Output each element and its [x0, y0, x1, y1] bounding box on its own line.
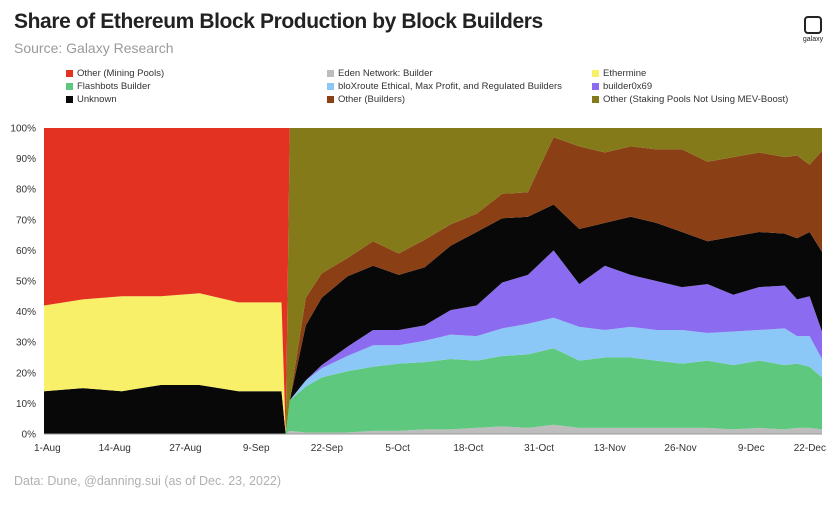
legend-swatch: [327, 70, 334, 77]
y-tick-label: 20%: [16, 368, 36, 379]
legend-item: Other (Builders): [327, 94, 405, 105]
legend-label: Other (Builders): [338, 94, 406, 105]
y-tick-label: 30%: [16, 338, 36, 349]
chart-subtitle: Source: Galaxy Research: [14, 40, 174, 56]
y-tick-label: 50%: [16, 277, 36, 288]
chart-title: Share of Ethereum Block Production by Bl…: [14, 10, 543, 33]
y-tick-label: 90%: [16, 154, 36, 165]
legend-swatch: [66, 96, 73, 103]
legend-swatch: [592, 96, 599, 103]
legend-label: Other (Staking Pools Not Using MEV-Boost…: [603, 94, 789, 105]
area-series-flashbots-builder: [44, 348, 822, 434]
area-series-bloxroute-ethical-max-profit-and-regulated-builders: [44, 317, 822, 434]
legend-item: Flashbots Builder: [66, 81, 150, 92]
legend-label: Ethermine: [603, 68, 647, 79]
x-tick-label: 9-Sep: [243, 443, 270, 454]
x-tick-label: 5-Oct: [385, 443, 410, 454]
legend-item: Ethermine: [592, 68, 646, 79]
y-tick-label: 100%: [10, 124, 36, 135]
y-tick-label: 60%: [16, 246, 36, 257]
area-series-builder0x69: [44, 250, 822, 434]
x-tick-label: 1-Aug: [34, 443, 61, 454]
y-tick-label: 10%: [16, 399, 36, 410]
legend-item: bloXroute Ethical, Max Profit, and Regul…: [327, 81, 562, 92]
legend-swatch: [327, 96, 334, 103]
legend-label: Flashbots Builder: [77, 81, 151, 92]
x-tick-label: 31-Oct: [524, 443, 554, 454]
y-tick-label: 70%: [16, 215, 36, 226]
legend-item: Unknown: [66, 94, 117, 105]
y-tick-label: 0%: [22, 430, 37, 441]
legend-item: Other (Staking Pools Not Using MEV-Boost…: [592, 94, 788, 105]
x-tick-label: 22-Dec: [794, 443, 826, 454]
y-tick-label: 80%: [16, 185, 36, 196]
legend-label: builder0x69: [603, 81, 653, 92]
x-tick-label: 26-Nov: [664, 443, 696, 454]
legend-swatch: [66, 70, 73, 77]
area-series-ethermine: [44, 128, 822, 434]
legend-swatch: [592, 83, 599, 90]
legend-item: Other (Mining Pools): [66, 68, 164, 79]
x-tick-label: 22-Sep: [311, 443, 344, 454]
x-tick-label: 13-Nov: [594, 443, 626, 454]
galaxy-logo-text: galaxy: [802, 36, 824, 43]
galaxy-logo-icon: [804, 16, 822, 34]
x-tick-label: 9-Dec: [738, 443, 765, 454]
x-tick-label: 14-Aug: [99, 443, 131, 454]
y-tick-label: 40%: [16, 307, 36, 318]
galaxy-logo: galaxy: [796, 16, 830, 43]
chart-legend: Other (Mining Pools) Eden Network: Builde…: [0, 68, 835, 108]
area-series-other-staking-pools-not-using-mev-boost: [44, 128, 822, 434]
legend-label: Unknown: [77, 94, 117, 105]
x-tick-label: 27-Aug: [169, 443, 201, 454]
legend-swatch: [327, 83, 334, 90]
area-series-unknown: [44, 204, 822, 434]
x-tick-label: 18-Oct: [453, 443, 483, 454]
legend-item: builder0x69: [592, 81, 652, 92]
legend-item: Eden Network: Builder: [327, 68, 433, 79]
legend-label: Other (Mining Pools): [77, 68, 165, 79]
legend-swatch: [66, 83, 73, 90]
area-series-other-mining-pools: [44, 128, 822, 434]
legend-swatch: [592, 70, 599, 77]
legend-label: bloXroute Ethical, Max Profit, and Regul…: [338, 81, 562, 92]
area-series-other-builders: [44, 137, 822, 434]
data-source-note: Data: Dune, @danning.sui (as of Dec. 23,…: [14, 474, 282, 488]
legend-label: Eden Network: Builder: [338, 68, 433, 79]
